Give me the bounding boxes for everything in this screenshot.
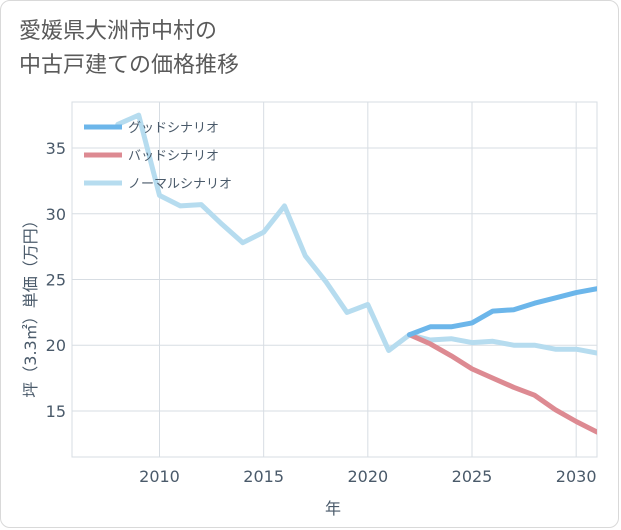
x-tick-label: 2025 bbox=[452, 467, 493, 486]
y-tick-label: 20 bbox=[46, 336, 66, 355]
legend-label-bad: バッドシナリオ bbox=[128, 149, 219, 164]
series-line-normal bbox=[115, 112, 597, 356]
chart-title: 愛媛県大洲市中村の 中古戸建ての価格推移 bbox=[19, 15, 239, 83]
series-line-good bbox=[407, 286, 597, 338]
x-tick-label: 2030 bbox=[556, 467, 597, 486]
x-axis-ticks: 2010 2015 2020 2025 2030 bbox=[139, 467, 596, 486]
y-tick-label: 35 bbox=[46, 139, 66, 158]
grid bbox=[71, 101, 598, 458]
series-lines bbox=[115, 112, 597, 435]
x-tick-label: 2015 bbox=[243, 467, 284, 486]
x-tick-label: 2010 bbox=[139, 467, 180, 486]
x-axis-label: 年 bbox=[325, 499, 341, 518]
chart-title-line1: 愛媛県大洲市中村の bbox=[19, 19, 218, 44]
y-tick-label: 25 bbox=[46, 271, 66, 290]
series-line-bad bbox=[407, 332, 597, 435]
legend-label-normal: ノーマルシナリオ bbox=[128, 177, 232, 192]
legend-label-good: グッドシナリオ bbox=[128, 121, 219, 136]
y-axis-ticks: 15 20 25 30 35 bbox=[46, 139, 66, 421]
y-tick-label: 15 bbox=[46, 402, 66, 421]
chart-title-line2: 中古戸建ての価格推移 bbox=[19, 53, 240, 78]
x-tick-label: 2020 bbox=[347, 467, 388, 486]
y-axis-label: 坪（3.3㎡）単価（万円） bbox=[21, 212, 40, 397]
y-tick-label: 30 bbox=[46, 205, 66, 224]
